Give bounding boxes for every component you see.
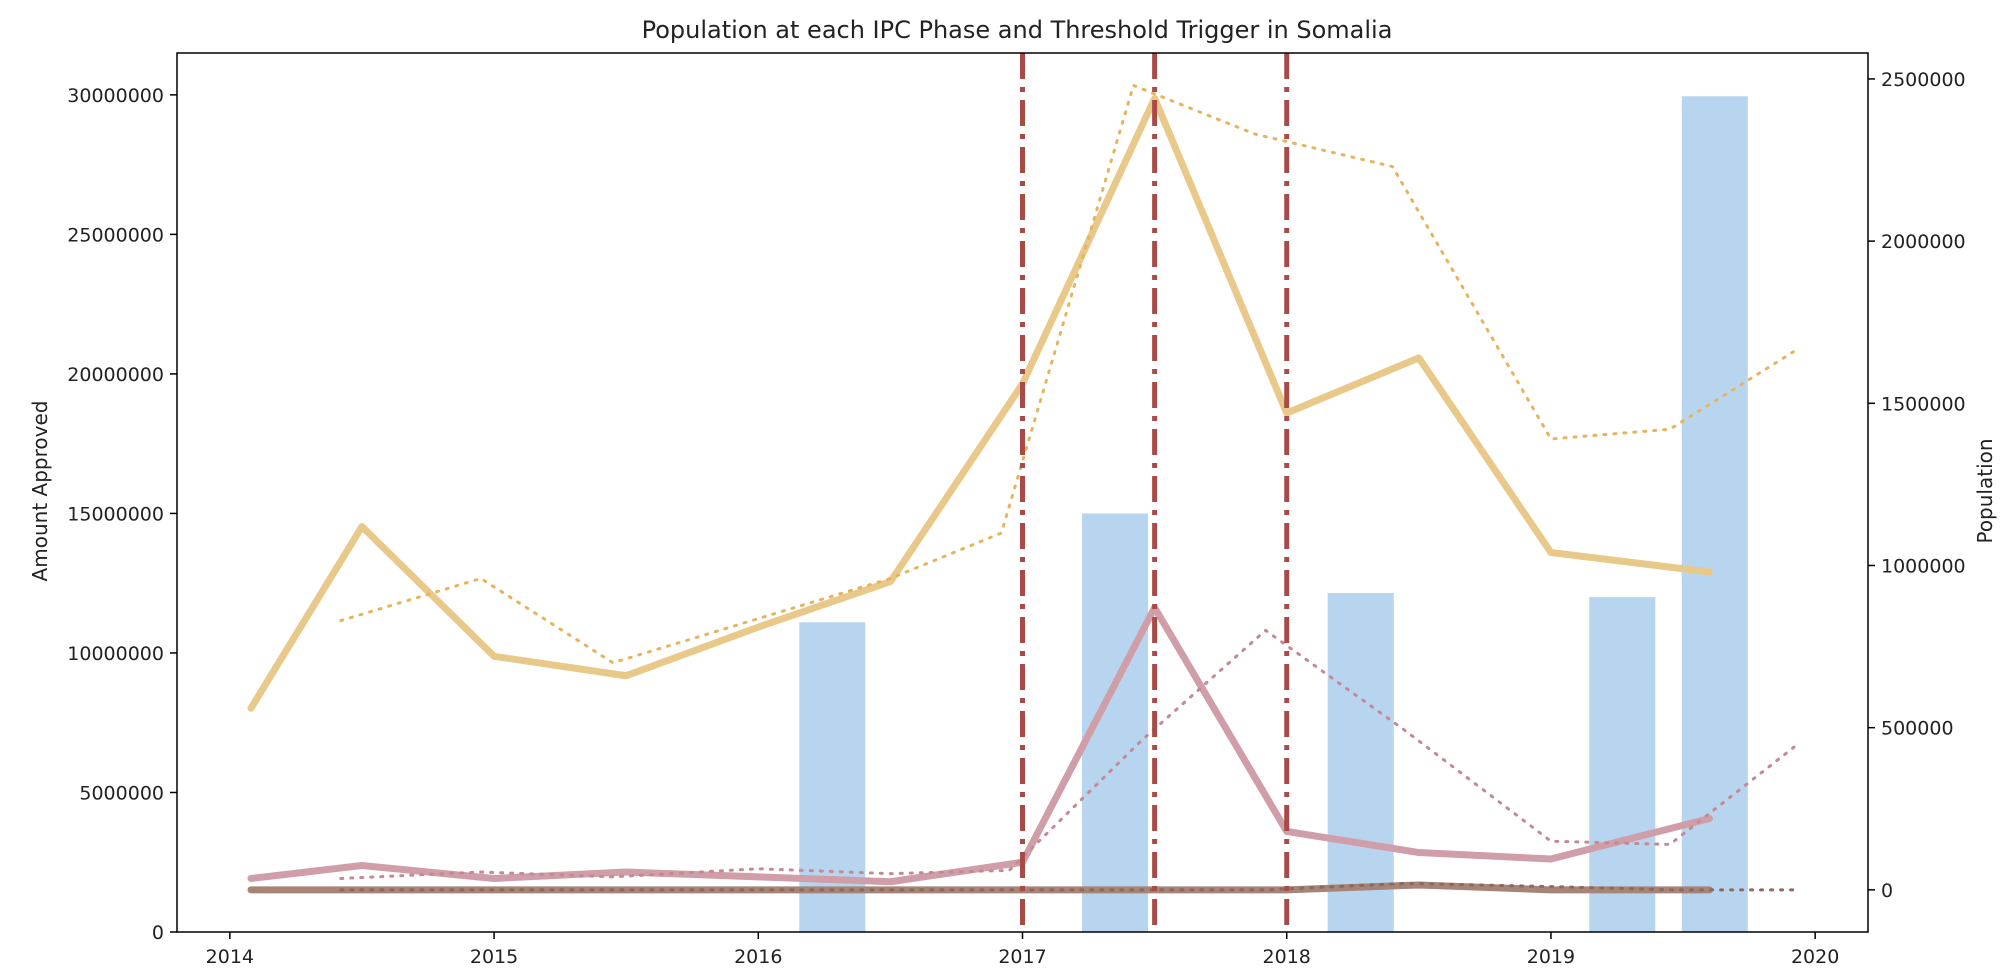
x-tick-label-1: 2015: [470, 946, 518, 968]
lines-layer: [247, 83, 1796, 894]
bar-0: [799, 622, 866, 932]
bars-layer: [799, 96, 1748, 932]
y-right-tick-label-1: 500000: [1881, 718, 1954, 740]
y-axis-left-label: Amount Approved: [28, 401, 52, 582]
series-line-5: [339, 881, 1796, 892]
x-tick-label-3: 2017: [998, 946, 1046, 968]
y-left-tick-label-2: 10000000: [67, 643, 164, 665]
x-tick-label-6: 2020: [1791, 946, 1839, 968]
x-tick-label-5: 2019: [1527, 946, 1575, 968]
y-right-tick-label-0: 0: [1881, 880, 1893, 902]
bar-3: [1589, 597, 1656, 932]
y-right-tick-label-5: 2500000: [1881, 69, 1966, 91]
y-left-tick-label-6: 30000000: [67, 85, 164, 107]
y-left-tick-label-0: 0: [152, 922, 164, 944]
y-right-tick-label-2: 1000000: [1881, 555, 1966, 577]
y-left-tick-label-1: 5000000: [79, 782, 164, 804]
y-left-tick-label-3: 15000000: [67, 503, 164, 525]
series-line-0: [247, 94, 1713, 712]
y-axis-right-label: Population: [1973, 438, 1997, 543]
axes-layer: 2014 2015 2016 2017 2018 2019 2020050000001000…: [67, 52, 1966, 968]
x-tick-label-0: 2014: [206, 946, 254, 968]
series-line-3: [339, 628, 1796, 880]
chart-title: Population at each IPC Phase and Thresho…: [642, 16, 1393, 44]
y-right-tick-label-4: 2000000: [1881, 231, 1966, 253]
y-left-tick-label-4: 20000000: [67, 364, 164, 386]
y-right-tick-label-3: 1500000: [1881, 393, 1966, 415]
bar-2: [1327, 592, 1394, 932]
y-left-tick-label-5: 25000000: [67, 224, 164, 246]
series-line-1: [339, 83, 1796, 665]
threshold-trigger-layer: [1020, 53, 1290, 932]
x-tick-label-4: 2018: [1263, 946, 1311, 968]
series-line-2: [247, 604, 1713, 886]
x-tick-label-2: 2016: [734, 946, 782, 968]
bar-4: [1681, 96, 1748, 932]
